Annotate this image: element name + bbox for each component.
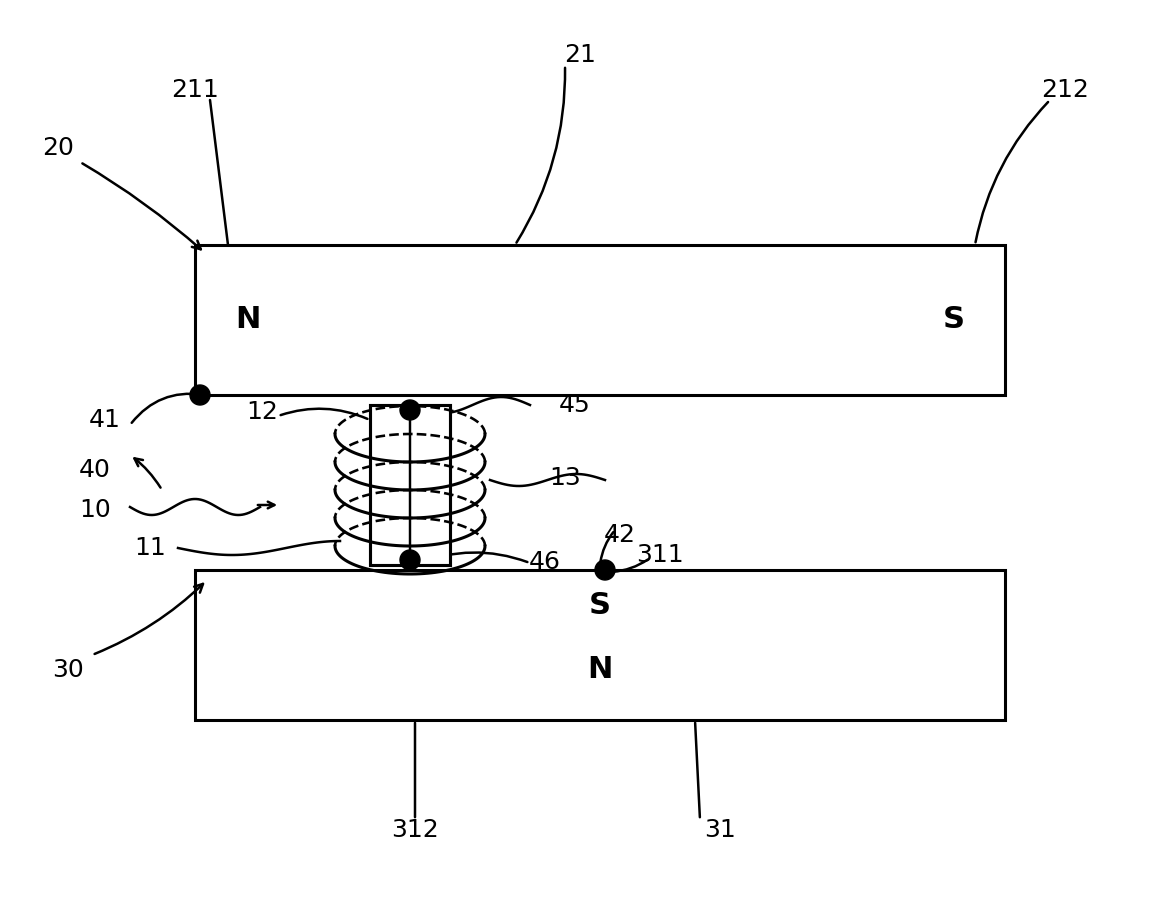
Text: 312: 312 bbox=[392, 818, 439, 842]
Text: 45: 45 bbox=[559, 393, 590, 417]
Text: 30: 30 bbox=[52, 658, 84, 682]
Text: 20: 20 bbox=[42, 136, 74, 160]
Text: 41: 41 bbox=[89, 408, 121, 432]
Bar bbox=[195, 570, 1005, 720]
Text: 11: 11 bbox=[134, 536, 166, 560]
Bar bbox=[370, 405, 450, 565]
Text: 46: 46 bbox=[529, 550, 561, 574]
Text: 12: 12 bbox=[246, 400, 278, 424]
Text: 40: 40 bbox=[79, 458, 110, 482]
Text: 13: 13 bbox=[550, 466, 581, 490]
Text: 212: 212 bbox=[1041, 78, 1089, 102]
Text: 21: 21 bbox=[564, 43, 596, 67]
Text: 311: 311 bbox=[636, 543, 683, 567]
Text: N: N bbox=[235, 306, 260, 335]
Bar bbox=[195, 245, 1005, 395]
Bar bbox=[370, 405, 450, 565]
Text: N: N bbox=[587, 655, 612, 684]
Ellipse shape bbox=[400, 400, 419, 420]
Text: 31: 31 bbox=[704, 818, 736, 842]
Text: 42: 42 bbox=[604, 523, 636, 547]
Text: S: S bbox=[944, 306, 964, 335]
Text: 10: 10 bbox=[79, 498, 110, 522]
Text: 211: 211 bbox=[171, 78, 218, 102]
Ellipse shape bbox=[191, 385, 210, 405]
Ellipse shape bbox=[400, 550, 419, 570]
Ellipse shape bbox=[595, 560, 615, 580]
Text: S: S bbox=[589, 591, 611, 620]
